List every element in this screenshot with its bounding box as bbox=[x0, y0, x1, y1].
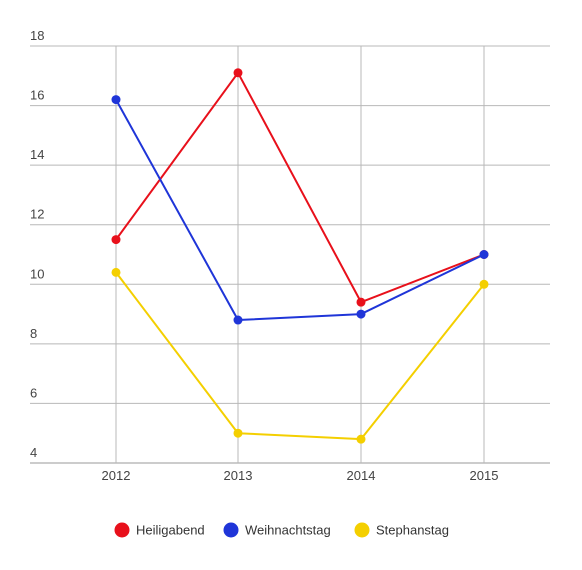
y-tick-label: 14 bbox=[30, 147, 44, 162]
x-axis: 2012 2013 2014 2015 bbox=[102, 468, 499, 483]
data-point bbox=[111, 235, 121, 245]
legend-item: Weihnachtstag bbox=[223, 522, 331, 538]
y-tick-label: 16 bbox=[30, 88, 44, 103]
y-tick-label: 8 bbox=[30, 326, 37, 341]
legend-item: Stephanstag bbox=[354, 522, 449, 538]
y-tick-label: 18 bbox=[30, 28, 44, 43]
data-point bbox=[479, 279, 489, 289]
series-stephanstag bbox=[111, 267, 489, 444]
x-tick-label: 2013 bbox=[224, 468, 253, 483]
data-point bbox=[233, 68, 243, 78]
series-heiligabend bbox=[111, 68, 489, 307]
grid bbox=[30, 45, 550, 464]
legend-label: Weihnachtstag bbox=[245, 523, 331, 538]
y-tick-label: 4 bbox=[30, 445, 37, 460]
data-point bbox=[233, 428, 243, 438]
x-tick-label: 2012 bbox=[102, 468, 131, 483]
data-point bbox=[356, 297, 366, 307]
series-line bbox=[115, 99, 485, 322]
data-point bbox=[233, 315, 243, 325]
legend-marker bbox=[354, 522, 370, 538]
series-weihnachtstag bbox=[111, 95, 489, 325]
y-tick-label: 10 bbox=[30, 266, 44, 281]
x-tick-label: 2014 bbox=[347, 468, 376, 483]
data-point bbox=[111, 95, 121, 105]
legend: Heiligabend Weihnachtstag Stephanstag bbox=[114, 522, 449, 538]
x-tick-label: 2015 bbox=[470, 468, 499, 483]
series-layer bbox=[111, 68, 489, 444]
legend-item: Heiligabend bbox=[114, 522, 205, 538]
legend-marker bbox=[114, 522, 130, 538]
legend-marker bbox=[223, 522, 239, 538]
data-point bbox=[111, 267, 121, 277]
series-line bbox=[115, 71, 485, 304]
data-point bbox=[479, 250, 489, 259]
legend-label: Heiligabend bbox=[136, 523, 205, 538]
y-axis: 4 6 8 10 12 14 16 18 bbox=[30, 28, 44, 460]
legend-label: Stephanstag bbox=[376, 523, 449, 538]
y-tick-label: 6 bbox=[30, 385, 37, 400]
series-line bbox=[115, 271, 485, 441]
data-point bbox=[356, 309, 366, 319]
y-tick-label: 12 bbox=[30, 207, 44, 222]
data-point bbox=[356, 434, 366, 444]
